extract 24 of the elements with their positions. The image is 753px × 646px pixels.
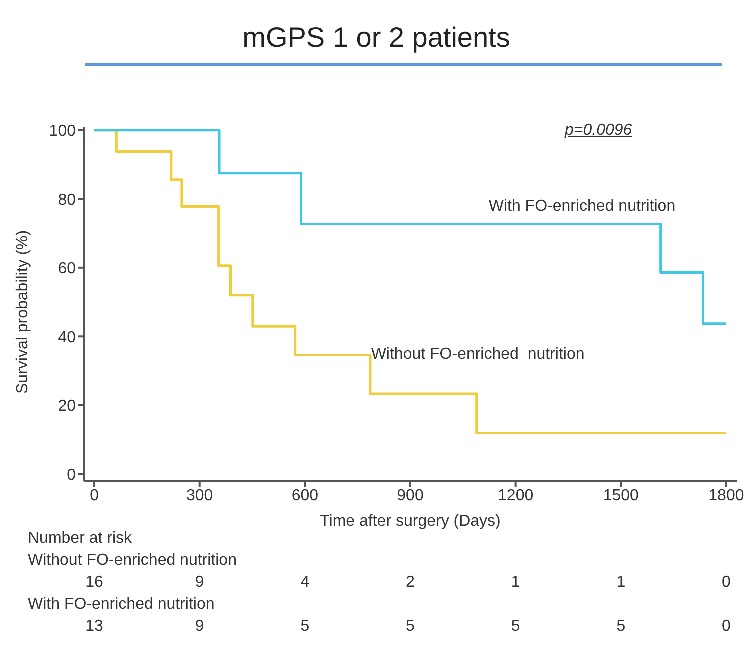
y-tick-label: 20 [58, 398, 76, 416]
text: 13 9 5 5 5 5 0 [86, 618, 731, 635]
x-tick-label: 1200 [498, 487, 534, 504]
y-axis-title: Survival probability (%) [14, 230, 32, 394]
y-tick-label: 40 [58, 329, 76, 346]
x-tick-label: 0 [90, 487, 100, 504]
x-axis-title: Time after surgery (Days) [320, 513, 501, 530]
x-tick-label: 600 [292, 487, 319, 504]
y-tick-label: 100 [49, 123, 76, 140]
series-label: Without FO-enriched nutrition [371, 346, 585, 364]
text: 16 9 4 2 1 1 0 [86, 574, 731, 591]
y-tick-label: 60 [58, 260, 76, 278]
x-tick-label: 900 [397, 487, 424, 504]
text: Without FO-enriched nutrition [28, 552, 237, 570]
chart-title: mGPS 1 or 2 patients [242, 22, 512, 54]
x-tick-label: 300 [186, 487, 214, 504]
x-tick-label: 1800 [708, 487, 744, 504]
y-tick-label: 80 [58, 192, 76, 209]
text: With FO-enriched nutrition [28, 596, 215, 614]
series-label: With FO-enriched nutrition [488, 198, 676, 216]
text: Number at risk [28, 530, 132, 548]
x-tick-label: 1500 [603, 487, 640, 504]
y-tick-label: 0 [67, 466, 76, 484]
annotation: p=0.0096 [565, 122, 632, 140]
